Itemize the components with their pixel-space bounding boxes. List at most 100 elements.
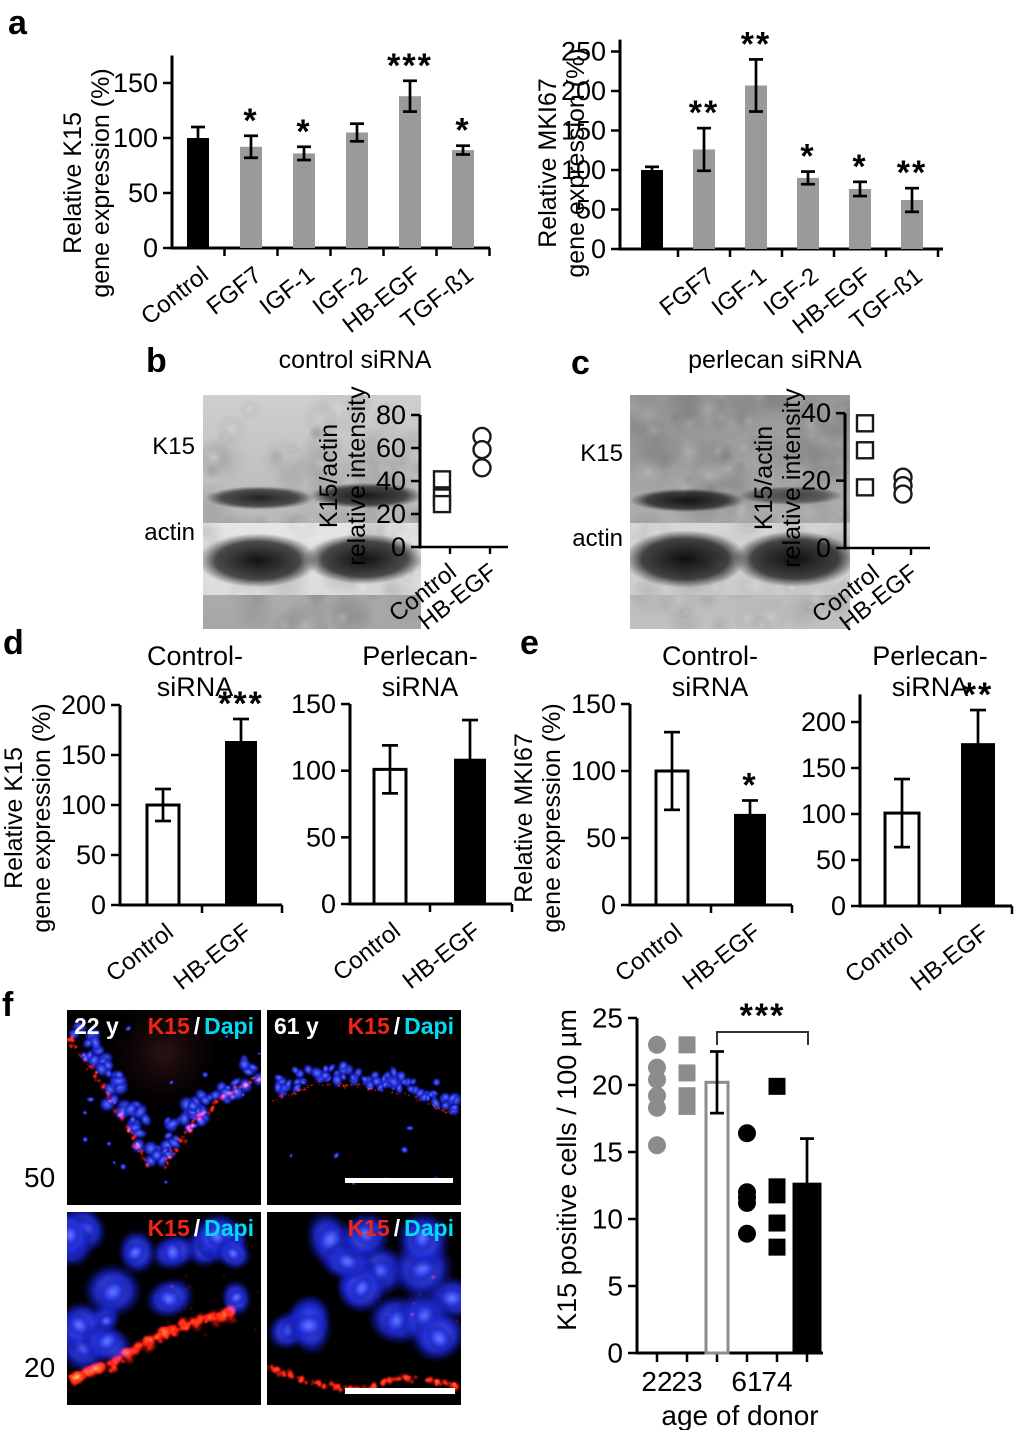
svg-text:20: 20 <box>801 466 831 496</box>
svg-text:Control: Control <box>610 918 688 987</box>
svg-text:150: 150 <box>291 689 336 719</box>
svg-text:Relative K15: Relative K15 <box>0 747 28 889</box>
stain-label: K15/Dapi <box>347 1215 454 1241</box>
age-label: 22 y <box>74 1013 119 1039</box>
svg-text:25: 25 <box>592 1003 623 1034</box>
chart-svg: Relative K15 gene expression (%) 0 50 100 150… <box>59 47 491 339</box>
micro-canvas-old-zoom <box>267 1212 461 1405</box>
micro-labels-young-zoom: K15/Dapi <box>74 1215 254 1241</box>
svg-text:50: 50 <box>306 822 336 852</box>
bar-chart-k15-perlecan-sirna: 0 50 100 150 Perlecan-siRNA Control HB-EGF <box>291 618 520 995</box>
svg-text:40: 40 <box>376 466 406 496</box>
svg-text:80: 80 <box>376 400 406 430</box>
bar-chart-k15-growth-factors: Relative K15 gene expression (%) 0 50 100 150… <box>15 15 510 339</box>
svg-text:Control-: Control- <box>662 641 758 671</box>
svg-text:gene expression (%): gene expression (%) <box>87 68 115 297</box>
svg-text:100: 100 <box>801 799 846 829</box>
svg-text:250: 250 <box>561 37 606 67</box>
svg-text:0: 0 <box>601 890 616 920</box>
svg-text:siRNA: siRNA <box>382 672 459 702</box>
svg-text:61: 61 <box>731 1366 762 1397</box>
svg-text:Relative MKI67: Relative MKI67 <box>534 78 562 248</box>
panel-c-title: perlecan siRNA <box>688 346 862 374</box>
svg-text:200: 200 <box>561 76 606 106</box>
svg-text:Perlecan-: Perlecan- <box>872 641 988 671</box>
micro-labels-old-zoom: K15/Dapi <box>274 1215 454 1241</box>
stain-label: K15/Dapi <box>147 1013 254 1039</box>
chart-svg: Relative MKI67 gene expression (%) 0501001… <box>534 25 943 340</box>
svg-text:**: ** <box>897 154 927 192</box>
svg-text:100: 100 <box>113 123 158 153</box>
dot-plot-perlecan-sirna: K15/actin relative intensity 0 20 40 Control H… <box>750 338 965 637</box>
svg-text:siRNA: siRNA <box>157 672 234 702</box>
svg-text:**: ** <box>963 676 993 714</box>
svg-text:***: *** <box>387 47 433 85</box>
chart-svg: Relative MKI67 gene expression (%) 0501001… <box>510 641 794 996</box>
svg-text:50: 50 <box>586 823 616 853</box>
svg-text:0: 0 <box>91 890 106 920</box>
svg-text:100: 100 <box>561 155 606 185</box>
micro-image-old-zoom: K15/Dapi <box>267 1212 461 1405</box>
svg-text:Control: Control <box>101 918 179 987</box>
micro-labels-22y: 22 y K15/Dapi <box>74 1013 254 1039</box>
svg-text:60: 60 <box>376 433 406 463</box>
svg-text:Perlecan-: Perlecan- <box>362 641 478 671</box>
blot-b-row-k15-label: K15 <box>152 433 195 460</box>
svg-text:*: * <box>243 102 258 140</box>
svg-text:*: * <box>296 113 311 151</box>
blot-c-row-k15-label: K15 <box>580 440 623 467</box>
blot-b-row-actin-label: actin <box>144 519 195 546</box>
svg-text:IGF-1: IGF-1 <box>707 262 772 321</box>
dot-plot-control-sirna: K15/actin relative intensity 0 20 40 60 80 Cont… <box>315 338 525 636</box>
svg-text:gene expression (%): gene expression (%) <box>28 703 56 932</box>
svg-text:150: 150 <box>561 116 606 146</box>
svg-text:20: 20 <box>592 1070 623 1101</box>
svg-text:50: 50 <box>128 178 158 208</box>
svg-text:15: 15 <box>592 1137 623 1168</box>
svg-text:50: 50 <box>816 845 846 875</box>
svg-text:HB-EGF: HB-EGF <box>169 918 257 995</box>
chart-svg: K15 positive cells / 100 µm 0 5 10 15 20 25 222… <box>552 997 823 1430</box>
chart-svg: Relative K15 gene expression (%) 0 50 100 150… <box>0 641 284 996</box>
svg-text:FGF7: FGF7 <box>655 262 720 321</box>
scatter-bar-chart-k15-cells-by-age: K15 positive cells / 100 µm 0 5 10 15 20 25 22 2… <box>552 985 920 1430</box>
bar-chart-mki67-perlecan-sirna: 0 50 100 150 200 Perlecan-siRNA Control ** HB-EG… <box>790 618 1020 997</box>
svg-text:50: 50 <box>576 195 606 225</box>
blot-c-row-actin-label: actin <box>572 525 623 552</box>
panel-label-a: a <box>8 4 27 42</box>
svg-text:Relative K15: Relative K15 <box>59 112 87 254</box>
micro-image-61y-overview: 61 y K15/Dapi <box>267 1010 461 1205</box>
svg-text:0: 0 <box>321 889 336 919</box>
western-blot-c-actin <box>630 523 850 595</box>
svg-text:relative intensity: relative intensity <box>343 386 371 566</box>
svg-text:relative intensity: relative intensity <box>778 388 806 568</box>
svg-text:gene expression (%): gene expression (%) <box>538 703 566 932</box>
micro-image-young-zoom: K15/Dapi <box>67 1212 261 1405</box>
svg-text:Control: Control <box>840 919 918 988</box>
scale-bar <box>345 1388 455 1394</box>
svg-text:siRNA: siRNA <box>672 672 749 702</box>
svg-text:*: * <box>455 112 470 150</box>
svg-text:*: * <box>800 138 815 176</box>
svg-text:0: 0 <box>143 233 158 263</box>
svg-text:150: 150 <box>61 740 106 770</box>
age-label: 61 y <box>274 1013 319 1039</box>
bar-chart-mki67-growth-factors: Relative MKI67 gene expression (%) 0 50 100 1… <box>510 15 1020 340</box>
svg-text:K15 positive cells / 100 µm: K15 positive cells / 100 µm <box>552 1009 582 1331</box>
svg-text:IGF-1: IGF-1 <box>255 261 320 320</box>
svg-text:100: 100 <box>571 756 616 786</box>
svg-text:gene expression (%): gene expression (%) <box>562 48 590 277</box>
svg-text:Control-: Control- <box>147 641 243 671</box>
panel-label-f: f <box>2 986 14 1024</box>
western-blot-b-actin <box>203 523 421 595</box>
chart-svg: 050100150200Perlecan-siRNAControl**HB-EG… <box>801 641 1014 997</box>
micro-image-22y-overview: 22 y K15/Dapi <box>67 1010 261 1205</box>
micro-canvas-22y <box>67 1010 261 1205</box>
svg-text:Relative MKI67: Relative MKI67 <box>510 733 538 903</box>
bar-chart-k15-control-sirna: Relative K15 gene expression (%) 0 50 100 150… <box>0 618 305 996</box>
chart-svg: K15/actin relative intensity 02040ControlH… <box>750 388 930 637</box>
panel-b-title: control siRNA <box>278 346 432 374</box>
svg-text:age of donor: age of donor <box>661 1400 818 1430</box>
